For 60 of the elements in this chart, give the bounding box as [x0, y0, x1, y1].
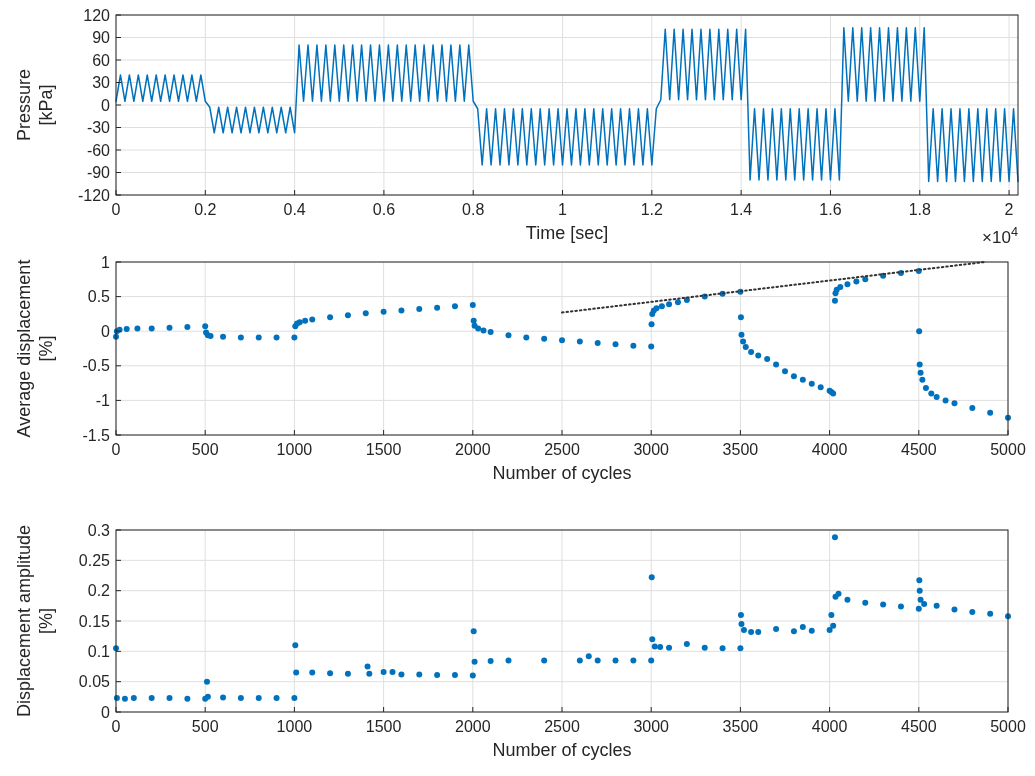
- y-tick-label: 0: [101, 703, 111, 721]
- y-tick-label: -1.5: [82, 426, 111, 444]
- y-tick-label: 0.05: [78, 673, 111, 691]
- x-tick-label: 5000: [990, 718, 1026, 735]
- x-tick-label: 1.2: [640, 201, 664, 218]
- x-tick-label: 1000: [276, 441, 313, 458]
- x-tick-label: 2: [1004, 201, 1014, 218]
- x-tick-label: 4000: [811, 718, 848, 735]
- x-tick-label: 1.8: [908, 201, 931, 218]
- x-tick-label: 2500: [544, 441, 580, 458]
- x-tick-label: 2000: [455, 718, 491, 735]
- x-tick-label: 4500: [901, 718, 937, 735]
- x-axis-title: Time [sec]: [525, 223, 609, 243]
- y-tick-label: 0.2: [87, 582, 111, 600]
- line-series: [115, 27, 1019, 183]
- x-tick-label: 2500: [544, 718, 580, 735]
- x-tick-label: 5000: [990, 441, 1026, 458]
- x-tick-label: 4500: [901, 441, 937, 458]
- x-tick-label: 1000: [276, 718, 313, 735]
- x-tick-label: 1.6: [819, 201, 842, 218]
- y-tick-label: 0.1: [87, 642, 111, 660]
- y-axis-title: Average displacement [%]: [14, 259, 56, 438]
- x-axis-title: Number of cycles: [492, 463, 632, 483]
- y-tick-label: 0.25: [78, 551, 111, 569]
- x-tick-label: 3000: [633, 718, 670, 735]
- x-tick-label: 0.6: [372, 201, 396, 218]
- y-tick-label: -90: [86, 164, 111, 181]
- x-tick-label: 1500: [365, 718, 402, 735]
- y-tick-label: -60: [86, 141, 111, 159]
- y-tick-label: -1: [95, 391, 111, 409]
- y-tick-label: 60: [92, 51, 111, 69]
- y-axis-title: Pressure [kPa]: [14, 68, 56, 142]
- y-tick-label: -120: [77, 186, 111, 204]
- x-tick-label: 3500: [722, 718, 759, 735]
- x-tick-label: 3000: [633, 441, 670, 458]
- y-tick-label: 0.15: [78, 612, 111, 630]
- y-tick-label: 90: [92, 29, 111, 46]
- x-tick-label: 0.8: [462, 201, 485, 218]
- y-tick-label: -30: [86, 119, 111, 136]
- y-tick-label: 0.3: [87, 521, 111, 539]
- x-tick-label: 1.4: [730, 201, 753, 218]
- y-tick-label: 0.5: [87, 288, 111, 306]
- x-tick-label: 3500: [722, 441, 759, 458]
- text: ×10$^{4}$: [982, 223, 1018, 247]
- y-tick-label: 30: [92, 74, 111, 91]
- y-tick-label: -0.5: [82, 357, 111, 375]
- y-tick-label: 0: [101, 322, 111, 340]
- y-axis-title: Displacement amplitude [%]: [14, 524, 56, 718]
- x-tick-label: 0.2: [194, 201, 217, 218]
- x-tick-label: 500: [191, 718, 219, 735]
- y-tick-label: 0: [101, 96, 111, 114]
- x-tick-label: 1: [558, 201, 568, 218]
- x-tick-label: 4000: [811, 441, 848, 458]
- y-tick-label: 1: [101, 253, 111, 271]
- x-tick-label: 2000: [455, 441, 491, 458]
- x-tick-label: 500: [191, 441, 219, 458]
- x-axis-title: Number of cycles: [492, 740, 632, 760]
- y-tick-label: 120: [83, 6, 111, 24]
- x-tick-label: 0.4: [283, 201, 306, 218]
- x-tick-label: 1500: [365, 441, 402, 458]
